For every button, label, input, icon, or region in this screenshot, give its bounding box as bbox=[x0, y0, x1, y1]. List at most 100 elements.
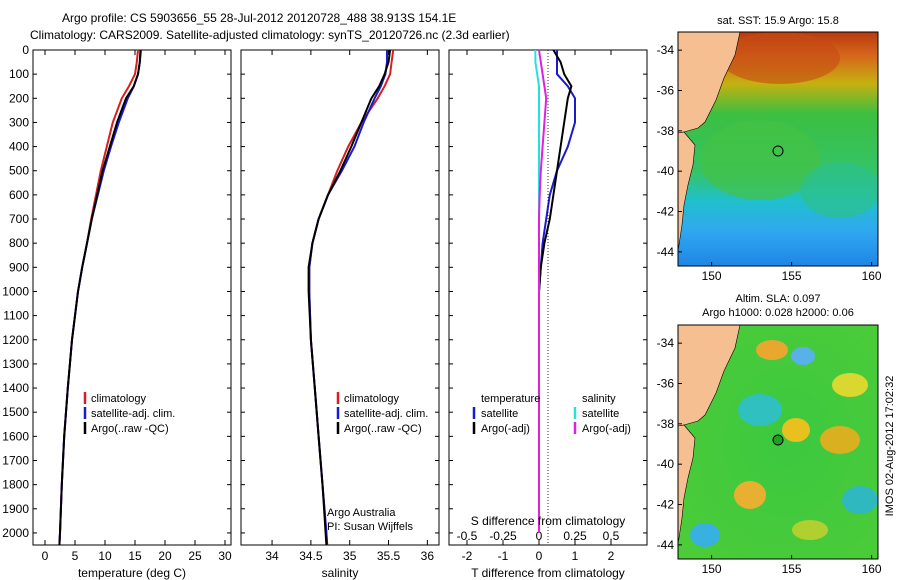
x-tick-label: 30 bbox=[218, 549, 232, 563]
x-tick-label: 5 bbox=[72, 549, 79, 563]
sst-map bbox=[678, 32, 878, 266]
legend-label-satellite: satellite-adj. clim. bbox=[344, 408, 428, 420]
title-line-1: Argo profile: CS 5903656_55 28-Jul-2012 … bbox=[62, 11, 456, 25]
depth-tick-label: 400 bbox=[9, 140, 29, 154]
temp-legend: climatology satellite-adj. clim. Argo(..… bbox=[83, 392, 175, 435]
sst-map-frame bbox=[677, 31, 879, 267]
depth-tick-label: 1200 bbox=[2, 333, 29, 347]
legend-header-temperature: temperature bbox=[481, 393, 540, 405]
depth-tick-label: 300 bbox=[9, 115, 29, 129]
depth-tick-label: 1500 bbox=[2, 405, 29, 419]
depth-tick-label: 2000 bbox=[2, 526, 29, 540]
temp-xlabel: temperature (deg C) bbox=[78, 566, 186, 580]
top-tick-label: 0 bbox=[536, 529, 543, 543]
sal-panel-frame bbox=[240, 49, 440, 546]
depth-tick-label: 100 bbox=[9, 67, 29, 81]
top-tick-label: 0.5 bbox=[603, 529, 620, 543]
x-tick-label: 2 bbox=[608, 549, 615, 563]
temp-series bbox=[58, 49, 142, 546]
sal-series bbox=[307, 49, 395, 546]
depth-tick-label: 1800 bbox=[2, 478, 29, 492]
x-tick-label: 25 bbox=[188, 549, 202, 563]
lat-tick-label: -44 bbox=[657, 538, 675, 552]
sla-map-axes: 150 155 160 -34 -36 -38 -40 -42 -44 bbox=[657, 336, 882, 576]
depth-tick-label: 1000 bbox=[2, 284, 29, 298]
depth-tick-label: 700 bbox=[9, 212, 29, 226]
sidebar-stamp: IMOS 02-Aug-2012 17:02:32 bbox=[884, 376, 896, 517]
depth-tick-label: 1700 bbox=[2, 453, 29, 467]
legend-label-argo: Argo(..raw -QC) bbox=[344, 423, 422, 435]
sla-argo-marker bbox=[772, 434, 784, 446]
depth-axis: 0 100 200 300 400 500 600 700 800 900 1000 1100 1200… bbox=[2, 43, 29, 540]
sal-note-1: Argo Australia bbox=[327, 507, 396, 519]
legend-label-climatology: climatology bbox=[344, 393, 400, 405]
x-tick-label: 0 bbox=[536, 549, 543, 563]
sst-map-title: sat. SST: 15.9 Argo: 15.8 bbox=[717, 15, 839, 27]
diff-xlabel-top: S difference from climatology bbox=[471, 514, 626, 528]
lat-tick-label: -34 bbox=[657, 336, 675, 350]
legend-label-sal-satellite: satellite bbox=[582, 408, 619, 420]
lat-tick-label: -42 bbox=[657, 498, 675, 512]
lon-tick-label: 150 bbox=[702, 562, 722, 576]
x-tick-label: 20 bbox=[158, 549, 172, 563]
lat-tick-label: -38 bbox=[657, 124, 675, 138]
diff-legend: temperature salinity satellite Argo(-adj… bbox=[472, 393, 631, 435]
legend-label-temp-satellite: satellite bbox=[481, 408, 518, 420]
sst-argo-marker bbox=[772, 145, 784, 157]
lat-tick-label: -40 bbox=[657, 457, 675, 471]
x-tick-label: 10 bbox=[98, 549, 112, 563]
diff-x-axis: -2 -1 0 1 2 bbox=[449, 49, 647, 563]
lat-tick-label: -36 bbox=[657, 377, 675, 391]
x-tick-label: -2 bbox=[462, 549, 473, 563]
diff-panel-frame bbox=[448, 49, 648, 546]
depth-tick-label: 1100 bbox=[3, 309, 29, 323]
diff-s-axis: -0.5 -0.25 0 0.25 0.5 bbox=[457, 529, 620, 543]
lat-tick-label: -40 bbox=[657, 164, 675, 178]
depth-tick-label: 800 bbox=[9, 236, 29, 250]
legend-header-salinity: salinity bbox=[582, 393, 616, 405]
lat-tick-label: -44 bbox=[657, 245, 675, 259]
x-tick-label: 35.5 bbox=[377, 549, 401, 563]
depth-tick-label: 500 bbox=[9, 164, 29, 178]
sst-map-axes: 150 155 160 -34 -36 -38 -40 -42 -44 bbox=[657, 43, 882, 283]
legend-label-climatology: climatology bbox=[91, 393, 147, 405]
legend-label-temp-argo: Argo(-adj) bbox=[481, 423, 530, 435]
sal-legend: climatology satellite-adj. clim. Argo(..… bbox=[336, 392, 428, 435]
depth-tick-label: 1300 bbox=[2, 357, 29, 371]
x-tick-label: 35 bbox=[343, 549, 357, 563]
depth-tick-label: 1400 bbox=[2, 381, 29, 395]
temp-panel-frame bbox=[32, 49, 232, 546]
diff-xlabel-bottom: T difference from climatology bbox=[471, 566, 625, 580]
lat-tick-label: -34 bbox=[657, 43, 675, 57]
depth-tick-label: 1900 bbox=[2, 502, 29, 516]
lat-tick-label: -36 bbox=[657, 84, 675, 98]
sla-map-title-2: Argo h1000: 0.028 h2000: 0.06 bbox=[702, 307, 854, 319]
lon-tick-label: 160 bbox=[862, 269, 882, 283]
x-tick-label: 15 bbox=[128, 549, 142, 563]
x-tick-label: -1 bbox=[498, 549, 509, 563]
x-tick-label: 1 bbox=[572, 549, 579, 563]
x-tick-label: 0 bbox=[42, 549, 49, 563]
lon-tick-label: 160 bbox=[862, 562, 882, 576]
x-tick-label: 34 bbox=[265, 549, 279, 563]
sal-xlabel: salinity bbox=[322, 566, 359, 580]
legend-label-satellite: satellite-adj. clim. bbox=[91, 408, 175, 420]
sla-map-title-1: Altim. SLA: 0.097 bbox=[736, 293, 821, 305]
depth-tick-label: 200 bbox=[9, 91, 29, 105]
sla-map-frame bbox=[677, 324, 879, 560]
sal-note-2: PI: Susan Wijffels bbox=[327, 521, 413, 533]
lon-tick-label: 150 bbox=[702, 269, 722, 283]
depth-tick-label: 0 bbox=[22, 43, 29, 57]
title-line-2: Climatology: CARS2009. Satellite-adjuste… bbox=[30, 28, 510, 42]
lon-tick-label: 155 bbox=[782, 562, 802, 576]
x-tick-label: 34.5 bbox=[299, 549, 323, 563]
top-tick-label: 0.25 bbox=[563, 529, 587, 543]
lat-tick-label: -38 bbox=[657, 417, 675, 431]
top-tick-label: -0.5 bbox=[457, 529, 478, 543]
lat-tick-label: -42 bbox=[657, 205, 675, 219]
sal-x-axis: 34 34.5 35 35.5 36 bbox=[241, 49, 439, 563]
series-line bbox=[307, 49, 392, 546]
x-tick-label: 36 bbox=[421, 549, 435, 563]
depth-tick-label: 900 bbox=[9, 260, 29, 274]
